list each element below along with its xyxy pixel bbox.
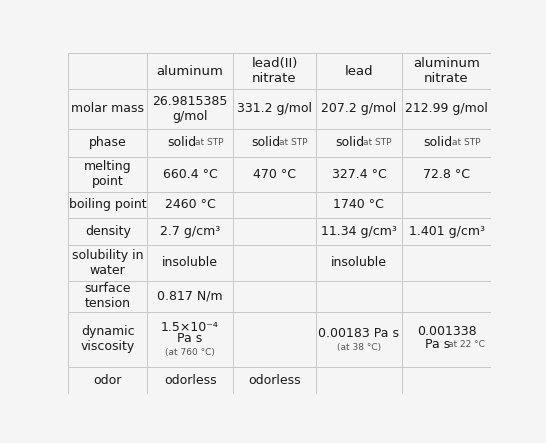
Text: 1740 °C: 1740 °C [334,198,384,211]
Text: at STP: at STP [194,138,223,147]
Text: odorless: odorless [164,374,216,387]
Text: (at 38 °C): (at 38 °C) [337,343,381,352]
Text: solid: solid [423,136,452,149]
Text: 1.5×10⁻⁴: 1.5×10⁻⁴ [161,321,219,334]
Text: at STP: at STP [364,138,392,147]
Text: at 22 °C: at 22 °C [448,341,485,350]
Text: 2460 °C: 2460 °C [165,198,216,211]
Text: phase: phase [89,136,127,149]
Text: 72.8 °C: 72.8 °C [423,167,470,180]
Text: 331.2 g/mol: 331.2 g/mol [237,102,312,115]
Text: Pa s: Pa s [177,332,203,345]
Text: boiling point: boiling point [69,198,146,211]
Text: Pa s: Pa s [425,338,450,351]
Text: molar mass: molar mass [72,102,144,115]
Text: 0.001338: 0.001338 [417,325,476,338]
Text: at STP: at STP [452,138,480,147]
Text: 207.2 g/mol: 207.2 g/mol [321,102,396,115]
Text: 2.7 g/cm³: 2.7 g/cm³ [160,225,220,238]
Text: (at 760 °C): (at 760 °C) [165,348,215,357]
Text: lead: lead [345,65,373,78]
Text: 0.00183 Pa s: 0.00183 Pa s [318,327,399,340]
Text: density: density [85,225,130,238]
Text: solid: solid [252,136,281,149]
Text: aluminum
nitrate: aluminum nitrate [413,57,480,85]
Text: odor: odor [93,374,122,387]
Text: solid: solid [336,136,365,149]
Text: 470 °C: 470 °C [253,167,296,180]
Text: solubility in
water: solubility in water [72,249,144,277]
Text: lead(II)
nitrate: lead(II) nitrate [251,57,298,85]
Text: aluminum: aluminum [157,65,223,78]
Text: 212.99 g/mol: 212.99 g/mol [405,102,488,115]
Text: 11.34 g/cm³: 11.34 g/cm³ [321,225,397,238]
Text: odorless: odorless [248,374,301,387]
Text: 1.401 g/cm³: 1.401 g/cm³ [408,225,484,238]
Text: insoluble: insoluble [162,256,218,269]
Text: solid: solid [167,136,196,149]
Text: 660.4 °C: 660.4 °C [163,167,217,180]
Text: 327.4 °C: 327.4 °C [331,167,386,180]
Text: 26.9815385
g/mol: 26.9815385 g/mol [152,95,228,123]
Text: melting
point: melting point [84,160,132,188]
Text: 0.817 N/m: 0.817 N/m [157,290,223,303]
Text: at STP: at STP [278,138,307,147]
Text: dynamic
viscosity: dynamic viscosity [81,326,135,354]
Text: surface
tension: surface tension [85,282,131,310]
Text: insoluble: insoluble [331,256,387,269]
